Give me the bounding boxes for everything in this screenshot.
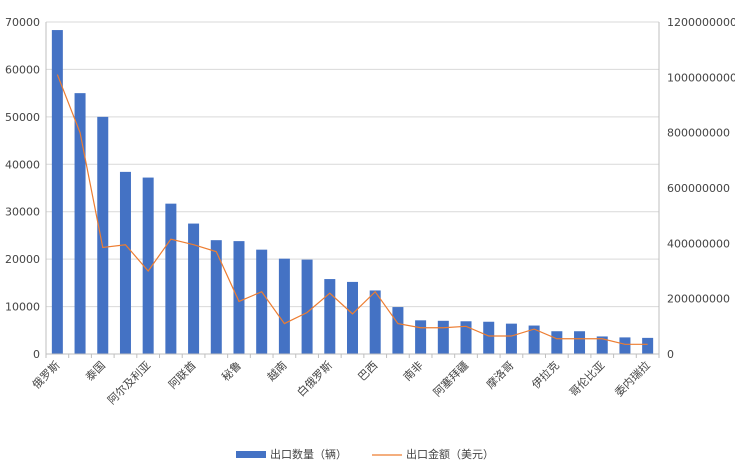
category-label: 哥伦比亚 [566, 358, 607, 399]
category-label: 伊拉克 [529, 358, 562, 391]
line-series [56, 74, 648, 345]
right-axis-tick-label: 1000000000 [667, 71, 735, 84]
legend-line-label: 出口金额（美元） [406, 447, 494, 461]
bar [74, 93, 86, 355]
category-label: 南非 [401, 359, 426, 384]
bar [51, 30, 63, 354]
bar [392, 307, 404, 354]
axes [45, 22, 660, 358]
left-axis-tick-label: 30000 [5, 206, 40, 219]
bar [324, 279, 336, 354]
category-label: 俄罗斯 [30, 359, 63, 392]
bar [596, 336, 608, 354]
category-label: 阿联酋 [165, 358, 198, 391]
left-axis-tick-label: 40000 [5, 158, 40, 171]
legend-bar-swatch [236, 451, 266, 458]
export-value-line [56, 74, 648, 345]
left-axis-tick-label: 20000 [5, 253, 40, 266]
bar [437, 320, 449, 354]
bar [642, 337, 654, 354]
category-label: 摩洛哥 [483, 358, 516, 391]
bar [188, 223, 200, 354]
category-label: 白俄罗斯 [294, 358, 335, 399]
category-labels: 俄罗斯 泰国阿尔及利亚 阿联酋 秘鲁 越南 白俄罗斯 巴西 南非 阿塞拜疆 摩洛哥 伊拉克 哥伦比亚委… [30, 358, 653, 407]
bar [142, 177, 154, 354]
category-label: 巴西 [356, 359, 381, 384]
gridlines [46, 21, 659, 308]
right-axis-tick-label: 600000000 [667, 182, 730, 195]
bar [347, 281, 358, 354]
bar [97, 116, 109, 354]
bar [415, 320, 427, 354]
bar [278, 258, 290, 354]
bar [574, 331, 586, 354]
legend-bar-label: 出口数量（辆） [270, 447, 347, 461]
bar [256, 249, 268, 354]
category-label: 泰国 [82, 358, 107, 383]
category-label: 阿塞拜疆 [430, 358, 471, 399]
bar [483, 321, 495, 354]
bar [528, 325, 540, 354]
legend: 出口数量（辆） 出口金额（美元） [236, 447, 494, 461]
category-label: 越南 [264, 358, 289, 383]
bar [369, 290, 381, 354]
left-axis-tick-label: 0 [33, 348, 40, 361]
right-axis-tick-label: 200000000 [667, 293, 730, 306]
left-axis-ticks: 0 10000 20000 30000 40000 50000 60000 70000 [5, 16, 40, 361]
right-axis-tick-label: 0 [667, 348, 674, 361]
category-label: 秘鲁 [219, 358, 244, 383]
left-axis-tick-label: 60000 [5, 63, 40, 76]
right-axis-tick-label: 400000000 [667, 237, 730, 250]
bar [551, 331, 563, 354]
bar-series [51, 30, 654, 355]
category-label: 委内瑞拉 [612, 358, 653, 399]
bar [119, 171, 131, 354]
bar [233, 241, 245, 354]
left-axis-tick-label: 70000 [5, 16, 40, 29]
category-label: 阿尔及利亚 [105, 359, 153, 407]
bar [460, 321, 472, 354]
bar [165, 203, 177, 354]
bar [619, 337, 631, 354]
bar [301, 259, 313, 354]
bar [210, 240, 222, 354]
right-axis-tick-label: 800000000 [667, 127, 730, 140]
right-axis-tick-label: 1200000000 [667, 16, 735, 29]
bar [505, 323, 517, 354]
left-axis-tick-label: 10000 [5, 301, 40, 314]
right-axis-ticks: 0 200000000 400000000 600000000 800000000 100… [667, 16, 735, 361]
left-axis-tick-label: 50000 [5, 111, 40, 124]
